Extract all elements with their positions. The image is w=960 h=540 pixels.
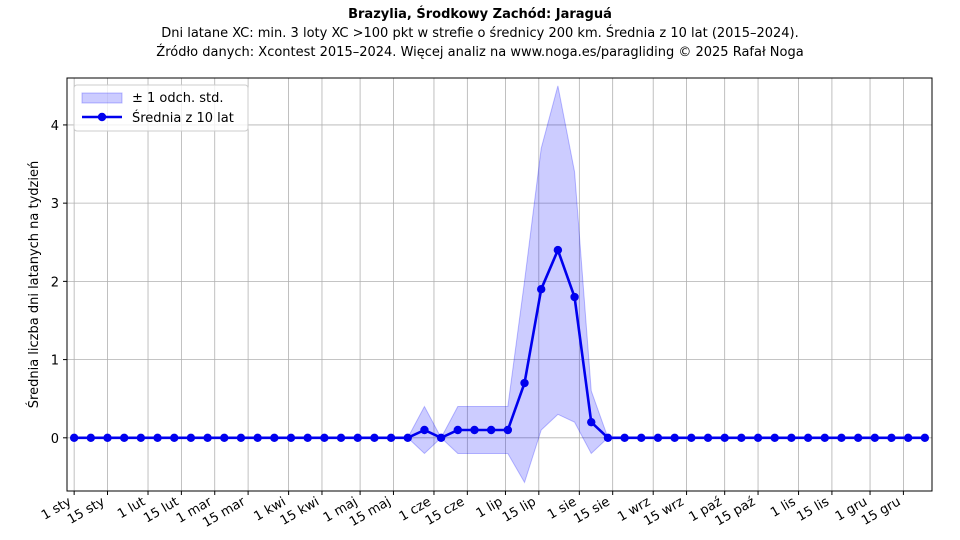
- y-tick-label: 4: [51, 119, 59, 134]
- legend-box: [73, 84, 249, 132]
- mean-series-point: [236, 433, 246, 443]
- legend-band-swatch: [81, 92, 123, 104]
- mean-series-point: [770, 433, 779, 443]
- x-tick-label: 15 lip: [500, 494, 539, 525]
- grid-layer: [67, 78, 932, 491]
- mean-series-point: [670, 433, 679, 443]
- mean-series-point: [170, 433, 179, 443]
- mean-series-point: [570, 292, 579, 302]
- std-band-area: [74, 85, 925, 484]
- mean-series-point: [153, 433, 162, 443]
- mean-series-point: [520, 378, 529, 388]
- y-axis-label: Średnia liczba dni latanych na tydzień: [26, 161, 42, 408]
- x-tick-label: 15 lut: [141, 494, 181, 526]
- x-tick-label: 15 sie: [571, 494, 612, 527]
- y-tick-label: 0: [51, 432, 59, 447]
- mean-series-point: [720, 433, 729, 443]
- mean-series-point: [253, 433, 262, 443]
- x-tick-label: 1 lis: [768, 494, 799, 520]
- mean-series-point: [86, 433, 96, 443]
- mean-series-point: [537, 284, 546, 294]
- mean-series-point: [870, 433, 880, 443]
- mean-series-point: [903, 433, 913, 443]
- mean-series-point: [353, 433, 362, 443]
- chart-title-block: Brazylia, Środkowy Zachód: Jaraguá Dni l…: [0, 0, 960, 62]
- mean-series-point: [69, 433, 79, 443]
- mean-series-point: [837, 433, 846, 443]
- mean-series-point: [186, 433, 196, 443]
- y-tick-label: 3: [51, 197, 59, 212]
- mean-series-point: [103, 433, 112, 443]
- chart-title: Brazylia, Środkowy Zachód: Jaraguá: [348, 7, 612, 22]
- chart-subtitle-line-2: Źródło danych: Xcontest 2015–2024. Więce…: [156, 45, 804, 60]
- mean-series-point: [403, 433, 412, 443]
- plot-frame: [66, 77, 933, 492]
- mean-series-point: [486, 425, 496, 435]
- mean-series-point: [136, 433, 146, 443]
- mean-series-line: [74, 248, 925, 440]
- mean-series-point: [220, 433, 229, 443]
- mean-series-point: [436, 433, 446, 443]
- band-layer: [74, 85, 925, 484]
- mean-series-point: [637, 433, 646, 443]
- mean-series-point: [503, 425, 513, 435]
- mean-series-point: [887, 433, 896, 443]
- mean-series-point: [920, 433, 930, 443]
- x-tick-label: 15 cze: [423, 494, 467, 528]
- x-tick-label: 1 lip: [474, 494, 506, 521]
- chart-subtitle-line-1: Dni latane XC: min. 3 loty XC >100 pkt w…: [161, 26, 799, 41]
- mean-series-point: [820, 433, 829, 443]
- mean-series-point: [303, 433, 312, 443]
- legend-band-label: ± 1 odch. std.: [132, 91, 224, 106]
- mean-series-point: [203, 433, 212, 443]
- mean-series-point: [753, 433, 763, 443]
- x-tick-label: 15 kwi: [278, 494, 322, 528]
- mean-series-point: [603, 433, 613, 443]
- mean-series-point: [370, 433, 379, 443]
- mean-series-point: [553, 245, 563, 255]
- legend: ± 1 odch. std. Średnia z 10 lat: [73, 84, 249, 132]
- mean-series-point: [620, 433, 629, 443]
- x-tick-label: 15 lis: [794, 494, 832, 524]
- legend-line-marker: [97, 112, 107, 122]
- mean-series-point: [320, 433, 329, 443]
- y-tick-label: 1: [51, 354, 59, 369]
- mean-series-point: [687, 433, 696, 443]
- mean-series-point: [803, 433, 813, 443]
- mean-series-point: [270, 433, 279, 443]
- mean-series-point: [703, 433, 713, 443]
- mean-series-point: [587, 417, 596, 427]
- mean-series-point: [470, 425, 479, 435]
- mean-series-point: [787, 433, 796, 443]
- mean-series-point: [386, 433, 396, 443]
- mean-series-point: [119, 433, 129, 443]
- mean-series-point: [420, 425, 429, 435]
- legend-line-label: Średnia z 10 lat: [132, 110, 234, 126]
- mean-series-point: [453, 425, 462, 435]
- x-tick-label: 15 gru: [859, 494, 903, 528]
- mean-series-point: [336, 433, 346, 443]
- mean-series-point: [653, 433, 663, 443]
- mean-series-point: [737, 433, 746, 443]
- x-tick-label: 15 sty: [65, 494, 108, 527]
- y-tick-label: 2: [51, 275, 59, 290]
- mean-series-point: [853, 433, 863, 443]
- mean-series-point: [286, 433, 296, 443]
- line-layer: [69, 245, 930, 443]
